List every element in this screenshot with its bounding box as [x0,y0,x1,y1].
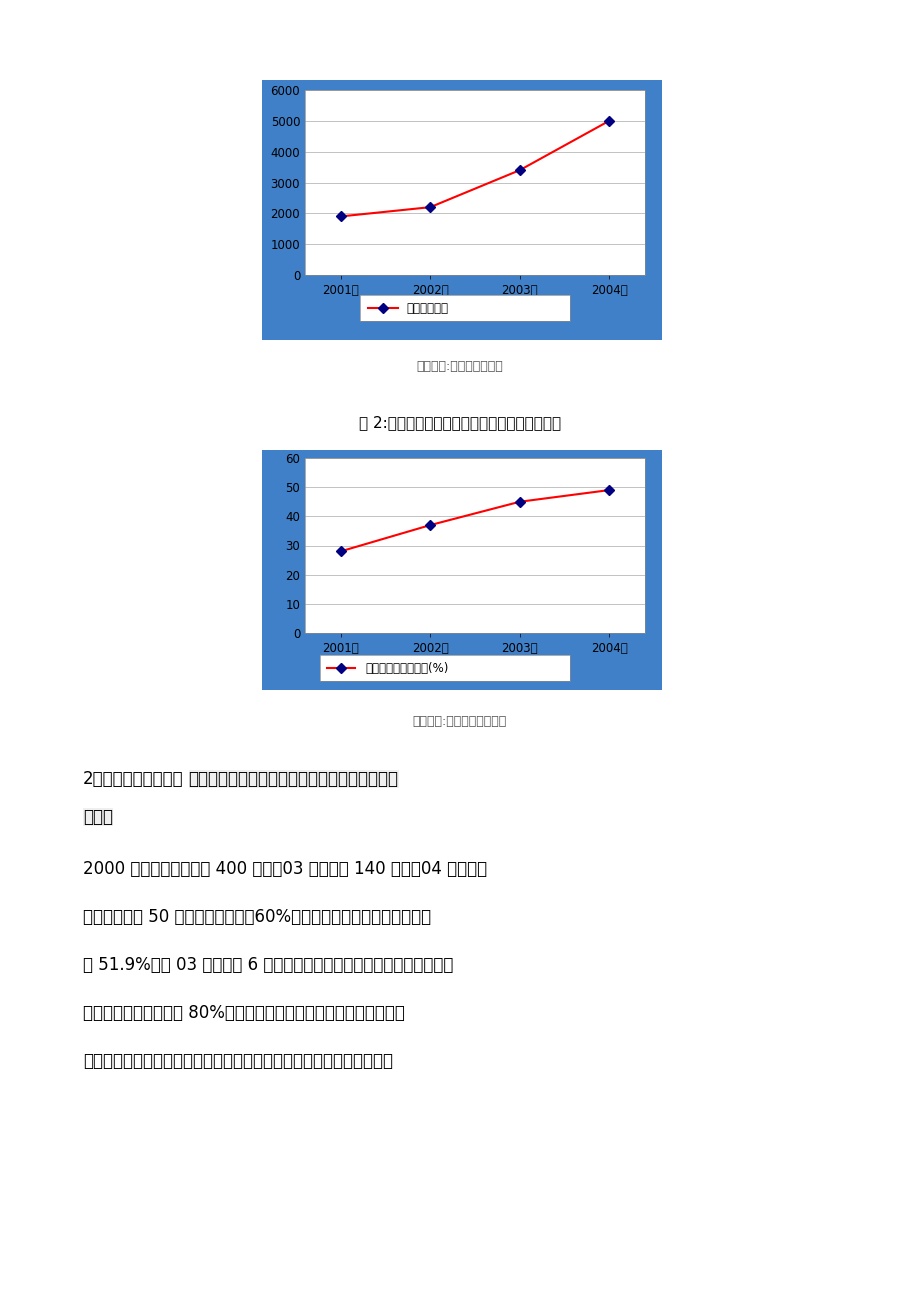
Text: 市场研究课题组的数据，海尔、格力、科龙、美的、奥克斯的知名度最: 市场研究课题组的数据，海尔、格力、科龙、美的、奥克斯的知名度最 [83,1052,392,1070]
Text: 销量（万套）: 销量（万套） [406,302,448,315]
Text: 得关注: 得关注 [83,809,113,825]
Text: 资料来源:华泰证证券研究所: 资料来源:华泰证证券研究所 [413,715,506,728]
Text: 线品牌，一二线品牌和 80%市场。根据国务院发展研究中心中国家电: 线品牌，一二线品牌和 80%市场。根据国务院发展研究中心中国家电 [83,1004,404,1022]
Text: 图 2:近四个冷年的空调内销量占总销量的比重图: 图 2:近四个冷年的空调内销量占总销量的比重图 [358,415,561,430]
Text: 资料来源:华泰证券研究所: 资料来源:华泰证券研究所 [416,359,503,372]
Text: 2、品牌集中度提高，: 2、品牌集中度提高， [83,769,183,788]
Text: 要活跃品牌仅 50 家左右，淡汰率在60%左右，而市场前四名的集中度高: 要活跃品牌仅 50 家左右，淡汰率在60%左右，而市场前四名的集中度高 [83,907,430,926]
Text: 二、三线品牌竞相退出，外资品牌的重新崛起値: 二、三线品牌竞相退出，外资品牌的重新崛起値 [188,769,398,788]
Text: 达 51.9%，比 03 年提高了 6 个百分点，大部分被淡汰的品牌都是二、三: 达 51.9%，比 03 年提高了 6 个百分点，大部分被淡汰的品牌都是二、三 [83,956,453,974]
Text: 内销占总销量的比重(%): 内销占总销量的比重(%) [365,661,448,674]
Text: 2000 年中国空调品牌约 400 家，耂03 年下降到 140 家，到04 年市场主: 2000 年中国空调品牌约 400 家，耂03 年下降到 140 家，到04 年… [83,861,486,878]
